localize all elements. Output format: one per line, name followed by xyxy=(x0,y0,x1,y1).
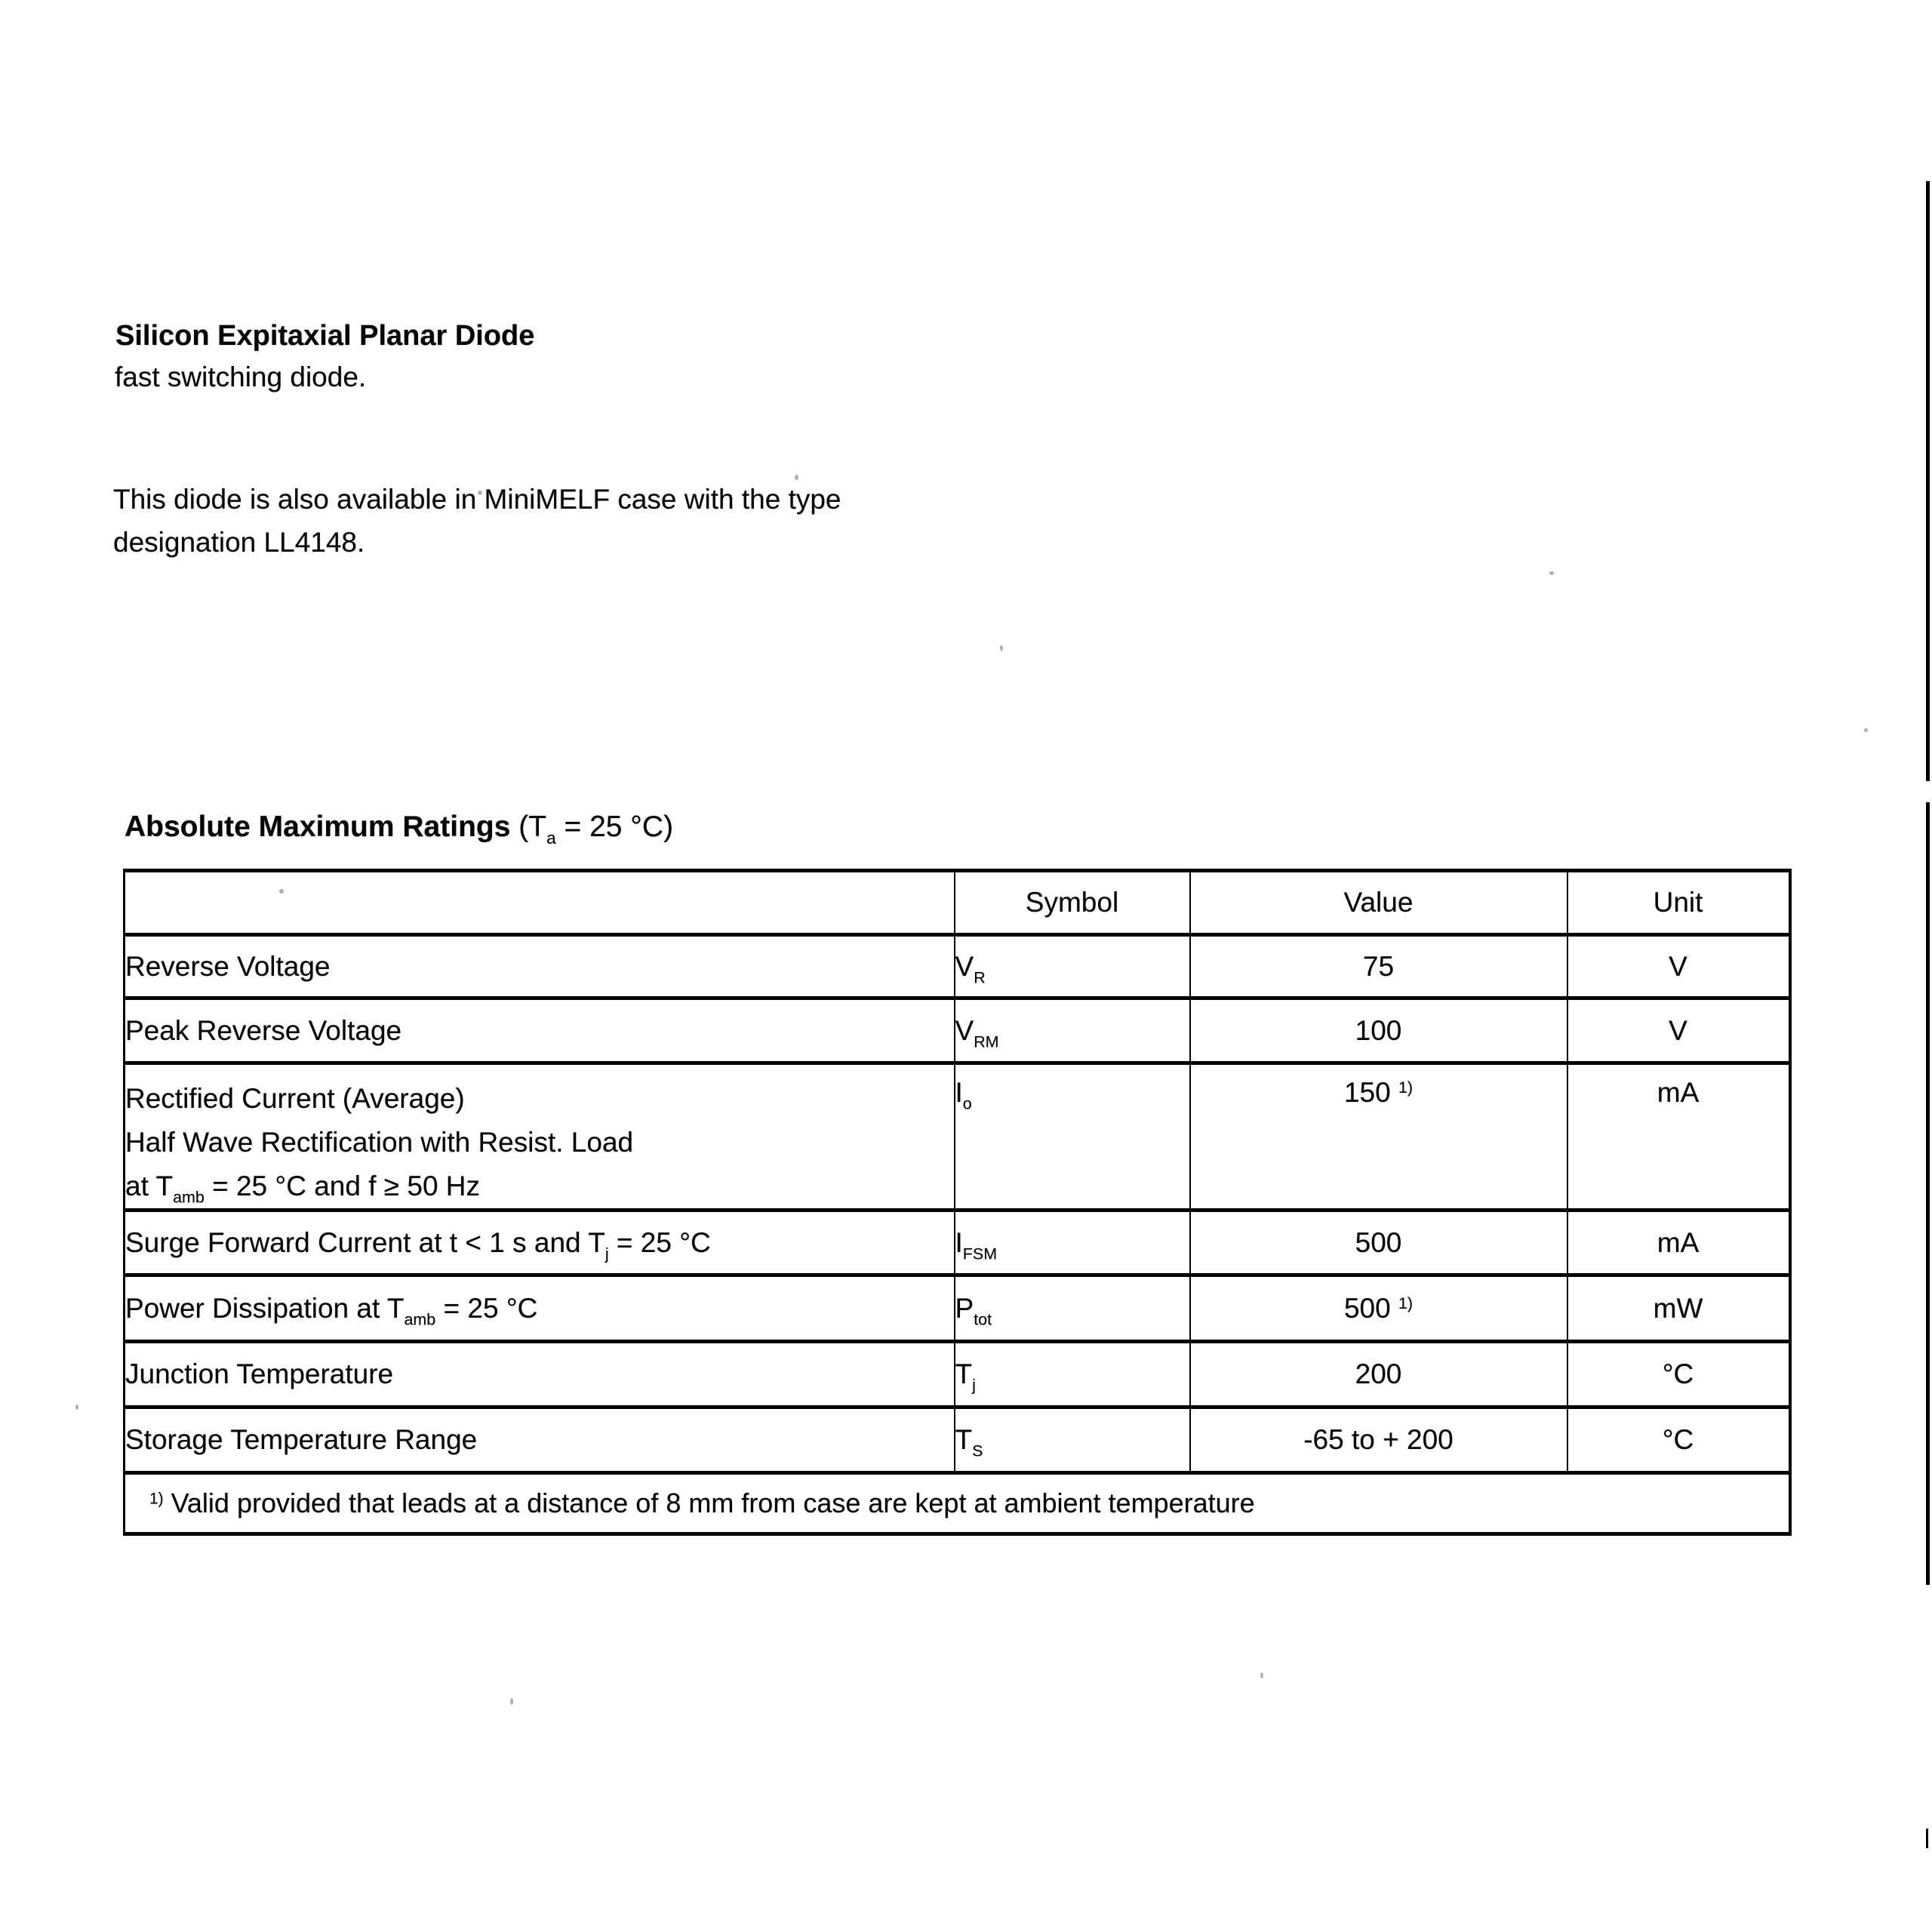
scan-speck xyxy=(1260,1672,1263,1678)
symbol-cell: Io xyxy=(953,1061,1191,1212)
scan-speck xyxy=(795,475,798,480)
unit-cell: mW xyxy=(1566,1273,1791,1343)
unit-cell: °C xyxy=(1566,1405,1791,1475)
parameter-cell: Power Dissipation at Tamb = 25 °C xyxy=(123,1273,955,1343)
symbol-cell: VRM xyxy=(953,996,1191,1065)
availability-note-line1: This diode is also available in MiniMELF… xyxy=(113,484,841,515)
parameter-cell: Junction Temperature xyxy=(123,1340,955,1409)
table-footnote-row: 1) Valid provided that leads at a distan… xyxy=(123,1471,1791,1536)
table-row-reverse-voltage: Reverse Voltage VR 75 V xyxy=(123,933,1791,1000)
ratings-heading: Absolute Maximum Ratings (Ta = 25 °C) xyxy=(125,811,674,848)
page-title: Silicon Expitaxial Planar Diode xyxy=(115,320,535,352)
unit-cell: °C xyxy=(1566,1340,1791,1409)
table-header-row: Symbol Value Unit xyxy=(123,869,1791,937)
table-row-peak-reverse-voltage: Peak Reverse Voltage VRM 100 V xyxy=(123,996,1791,1065)
symbol-cell: IFSM xyxy=(953,1208,1191,1277)
scan-speck xyxy=(1549,571,1554,575)
scan-speck xyxy=(1864,728,1868,732)
col-header-symbol: Symbol xyxy=(953,869,1191,937)
scan-speck xyxy=(510,1698,513,1705)
scan-speck xyxy=(1000,645,1003,651)
table-row-junction-temperature: Junction Temperature Tj 200 °C xyxy=(123,1340,1791,1409)
parameter-cell: Reverse Voltage xyxy=(123,933,955,1000)
col-header-unit: Unit xyxy=(1566,869,1791,937)
scan-edge-line xyxy=(1926,1829,1928,1848)
scan-edge-line xyxy=(1926,802,1930,1585)
value-cell: 150 1) xyxy=(1189,1061,1568,1212)
value-cell: 500 xyxy=(1189,1208,1568,1277)
table-row-power-dissipation: Power Dissipation at Tamb = 25 °C Ptot 5… xyxy=(123,1273,1791,1343)
value-cell: -65 to + 200 xyxy=(1189,1405,1568,1475)
scan-speck xyxy=(478,491,482,495)
value-cell: 100 xyxy=(1189,996,1568,1065)
parameter-cell: Storage Temperature Range xyxy=(123,1405,955,1475)
value-cell: 75 xyxy=(1189,933,1568,1000)
scan-speck xyxy=(75,1404,78,1410)
symbol-cell: TS xyxy=(953,1405,1191,1475)
unit-cell: V xyxy=(1566,933,1791,1000)
table-row-storage-temperature: Storage Temperature Range TS -65 to + 20… xyxy=(123,1405,1791,1475)
availability-note-line2: designation LL4148. xyxy=(113,527,365,558)
ratings-heading-label: Absolute Maximum Ratings xyxy=(125,811,511,843)
parameter-text: Rectified Current (Average) Half Wave Rec… xyxy=(125,1083,634,1207)
table-footnote: 1) Valid provided that leads at a distan… xyxy=(123,1471,1791,1536)
absolute-maximum-ratings-table: Symbol Value Unit Reverse Voltage VR 75 … xyxy=(123,869,1792,1536)
ratings-heading-condition: (Ta = 25 °C) xyxy=(510,811,674,848)
parameter-cell: Rectified Current (Average) Half Wave Rec… xyxy=(123,1061,955,1212)
table-row-surge-forward-current: Surge Forward Current at t < 1 s and Tj … xyxy=(123,1208,1791,1277)
symbol-cell: Ptot xyxy=(953,1273,1191,1343)
availability-note: This diode is also available in MiniMELF… xyxy=(113,478,841,564)
symbol-cell: VR xyxy=(953,933,1191,1000)
symbol-cell: Tj xyxy=(953,1340,1191,1409)
col-header-value: Value xyxy=(1189,869,1568,937)
parameter-cell: Surge Forward Current at t < 1 s and Tj … xyxy=(123,1208,955,1277)
table-row-rectified-current: Rectified Current (Average) Half Wave Rec… xyxy=(123,1061,1791,1212)
value-cell: 500 1) xyxy=(1189,1273,1568,1343)
col-header-parameter xyxy=(123,869,955,937)
parameter-cell: Peak Reverse Voltage xyxy=(123,996,955,1065)
page-subtitle: fast switching diode. xyxy=(115,361,367,392)
unit-cell: V xyxy=(1566,996,1791,1065)
scan-edge-line xyxy=(1926,181,1930,781)
unit-cell: mA xyxy=(1566,1061,1791,1212)
value-cell: 200 xyxy=(1189,1340,1568,1409)
unit-cell: mA xyxy=(1566,1208,1791,1277)
